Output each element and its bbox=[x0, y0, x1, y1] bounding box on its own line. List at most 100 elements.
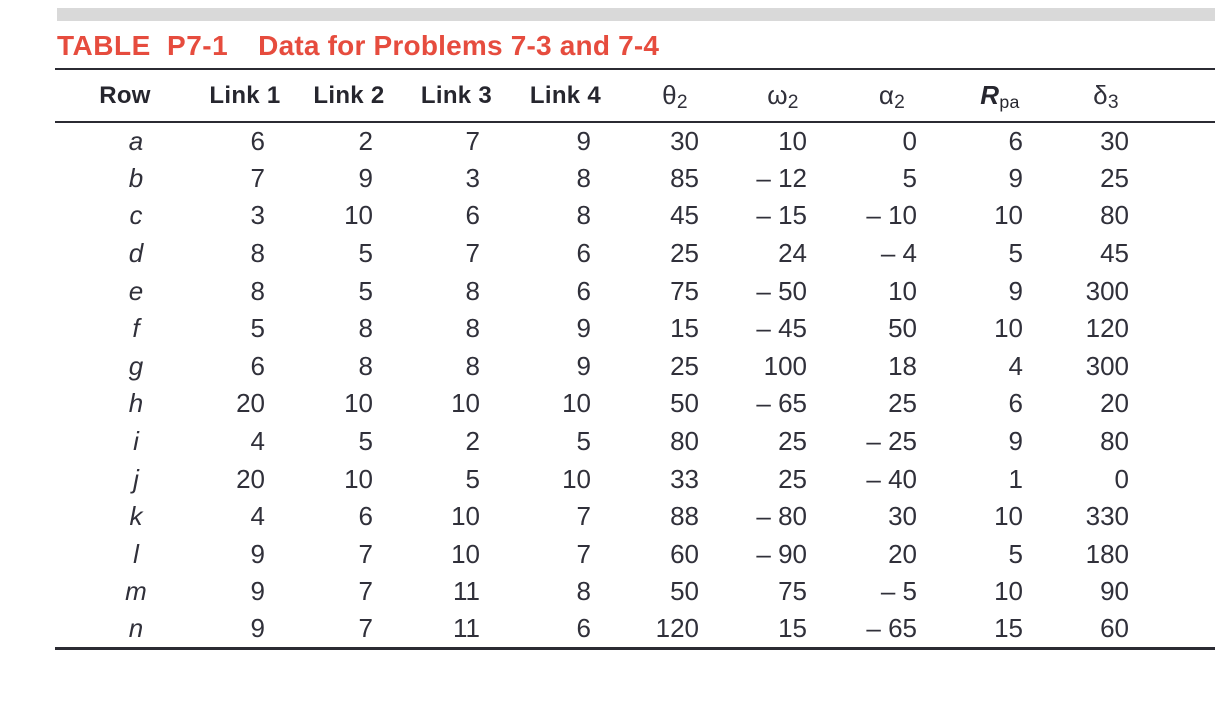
data-cell: 8 bbox=[358, 350, 373, 381]
data-cell: 10 bbox=[562, 463, 591, 494]
data-cell: 4 bbox=[1008, 350, 1023, 381]
column-header-link-1: Link 1 bbox=[209, 81, 281, 109]
data-cell: 30 bbox=[670, 125, 699, 156]
data-cell: 6 bbox=[358, 501, 373, 532]
data-cell: 75 bbox=[670, 275, 699, 306]
data-cell: 60 bbox=[670, 538, 699, 569]
data-cell: 10 bbox=[994, 501, 1023, 532]
data-cell: 6 bbox=[250, 125, 265, 156]
data-cell: 0 bbox=[1114, 463, 1129, 494]
data-cell: 80 bbox=[670, 426, 699, 457]
data-cell: 7 bbox=[358, 576, 373, 607]
data-cell: 15 bbox=[778, 613, 807, 644]
row-label-h: h bbox=[128, 388, 144, 419]
table-body: a 6 2 7 9 30 10 0 6 30 b 7 9 3 8 85– 12 5 9 25 c 3 10 6 8 45– 15… bbox=[55, 122, 1215, 649]
data-cell: 11 bbox=[453, 576, 480, 607]
data-cell: 100 bbox=[763, 350, 807, 381]
table-row-a: a 6 2 7 9 30 10 0 6 30 bbox=[55, 122, 1215, 160]
data-cell: 25 bbox=[778, 426, 807, 457]
row-label-d: d bbox=[128, 238, 144, 269]
table-title: TABLE P7-1 Data for Problems 7-3 and 7-4 bbox=[57, 30, 659, 62]
column-header-row: Row bbox=[99, 81, 151, 109]
data-cell: 25 bbox=[670, 238, 699, 269]
data-cell: 9 bbox=[1008, 275, 1023, 306]
data-cell: 30 bbox=[1100, 125, 1129, 156]
data-cell: 4 bbox=[250, 426, 265, 457]
data-cell: – 40 bbox=[866, 463, 917, 494]
table-number-label: TABLE P7-1 bbox=[57, 30, 229, 61]
data-cell: 10 bbox=[344, 200, 373, 231]
table-row-f: f 5 8 8 9 15 – 45 50 10 120 bbox=[55, 310, 1215, 348]
data-cell: 9 bbox=[358, 162, 373, 193]
data-cell: 20 bbox=[236, 388, 265, 419]
data-cell: 2 bbox=[358, 125, 373, 156]
data-cell: – 15 bbox=[756, 200, 807, 231]
row-filler bbox=[1159, 122, 1215, 160]
data-cell: – 4 bbox=[880, 238, 917, 269]
data-cell: 7 bbox=[358, 613, 373, 644]
data-cell: – 12 bbox=[756, 162, 807, 193]
data-cell: 50 bbox=[888, 313, 917, 344]
table-row-d: d 8 5 7 6 25 24 – 4 5 45 bbox=[55, 235, 1215, 273]
data-cell: 90 bbox=[1100, 576, 1129, 607]
column-header-ω2: ω2 bbox=[767, 80, 799, 114]
data-cell: 15 bbox=[670, 313, 699, 344]
data-cell: 5 bbox=[902, 162, 917, 193]
data-cell: 9 bbox=[576, 313, 591, 344]
data-cell: 24 bbox=[778, 238, 807, 269]
data-cell: 5 bbox=[465, 463, 480, 494]
data-cell: 300 bbox=[1085, 275, 1129, 306]
top-gray-bar bbox=[57, 8, 1215, 21]
data-cell: 20 bbox=[1100, 388, 1129, 419]
data-cell: 25 bbox=[888, 388, 917, 419]
table-row-g: g 6 8 8 9 25 100 18 4 300 bbox=[55, 348, 1215, 386]
data-cell: – 45 bbox=[756, 313, 807, 344]
column-header-link-3: Link 3 bbox=[420, 81, 493, 109]
data-cell: 3 bbox=[465, 162, 480, 193]
data-cell: 50 bbox=[670, 576, 699, 607]
table-row-h: h 20 10 10 10 50 – 65 25 6 20 bbox=[55, 385, 1215, 423]
data-cell: 5 bbox=[358, 426, 373, 457]
row-label-l: l bbox=[133, 538, 139, 569]
data-cell: 300 bbox=[1085, 350, 1129, 381]
data-cell: 6 bbox=[576, 238, 591, 269]
data-cell: 88 bbox=[670, 501, 699, 532]
data-cell: 7 bbox=[358, 538, 373, 569]
data-cell: 6 bbox=[250, 350, 265, 381]
column-header-link-2: Link 2 bbox=[313, 81, 385, 109]
header-filler bbox=[1159, 69, 1215, 122]
table-row-i: i 4 5 2 5 80 25– 25 9 80 bbox=[55, 423, 1215, 461]
data-cell: 10 bbox=[778, 125, 807, 156]
row-label-j: j bbox=[133, 463, 139, 494]
data-cell: 30 bbox=[888, 501, 917, 532]
table-row-n: n 9 7 11 6 120 15 – 65 15 60 bbox=[55, 611, 1215, 649]
row-filler bbox=[1159, 272, 1215, 310]
data-cell: 8 bbox=[465, 313, 480, 344]
table-row-e: e 8 5 8 6 75 – 50 10 9 300 bbox=[55, 272, 1215, 310]
header-row: Row Link 1 Link 2 Link 3 Link 4 θ2 ω2 α2 Rpa δ3 bbox=[55, 69, 1215, 122]
data-cell: 20 bbox=[236, 463, 265, 494]
data-cell: – 50 bbox=[756, 275, 807, 306]
table-header: Row Link 1 Link 2 Link 3 Link 4 θ2 ω2 α2 Rpa δ3 bbox=[55, 69, 1215, 122]
data-cell: 8 bbox=[465, 350, 480, 381]
data-cell: 10 bbox=[562, 388, 591, 419]
data-cell: 9 bbox=[576, 350, 591, 381]
data-cell: 7 bbox=[576, 501, 591, 532]
data-cell: – 80 bbox=[756, 501, 807, 532]
row-label-b: b bbox=[128, 162, 144, 193]
row-filler bbox=[1159, 498, 1215, 536]
data-cell: 33 bbox=[670, 463, 699, 494]
data-table: Row Link 1 Link 2 Link 3 Link 4 θ2 ω2 α2 Rpa δ3 a… bbox=[55, 68, 1215, 650]
data-cell: 8 bbox=[576, 200, 591, 231]
data-cell: 3 bbox=[250, 200, 265, 231]
data-cell: 6 bbox=[576, 613, 591, 644]
row-label-n: n bbox=[128, 613, 144, 644]
data-cell: 9 bbox=[250, 613, 265, 644]
data-cell: 9 bbox=[1008, 162, 1023, 193]
data-cell: 6 bbox=[1008, 125, 1023, 156]
column-header-α2: α2 bbox=[878, 80, 906, 114]
data-cell: 5 bbox=[358, 238, 373, 269]
row-filler bbox=[1159, 385, 1215, 423]
data-cell: 9 bbox=[1008, 426, 1023, 457]
data-cell: 8 bbox=[576, 576, 591, 607]
